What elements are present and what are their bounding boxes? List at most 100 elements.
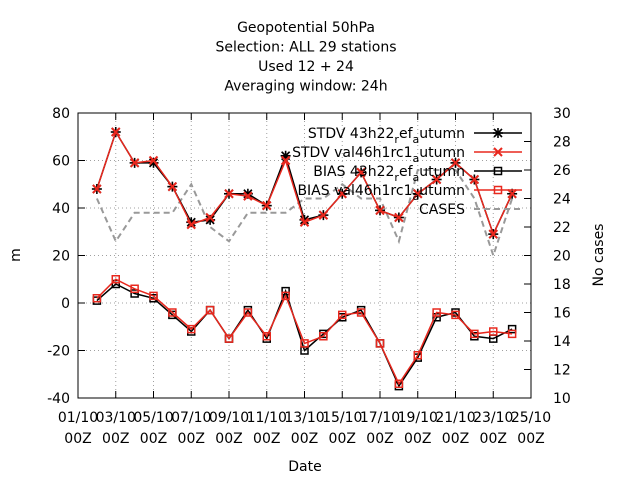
data-point-cross [262,200,272,211]
y-right-tick-label: 22 [553,220,571,236]
legend-text: BIAS val46h1rc1 [297,183,412,199]
legend-entry: STDV 43h22refautumn [308,126,522,146]
x-tick-label-time: 00Z [404,431,431,447]
data-point-cross [375,205,385,216]
legend-entry: CASES [419,202,522,218]
legend-subscript: a [413,152,420,165]
legend-entry: BIAS 43h22refautumn [313,164,522,184]
data-point-cross [488,229,498,239]
x-tick-label: 03/10 [96,410,136,426]
data-point-square [224,334,234,343]
legend-subscript: a [413,190,420,203]
cross-stroke [450,158,461,168]
x-tick-label: 11/10 [247,410,287,426]
x-axis-label: Date [288,459,321,475]
x-tick-label-time: 00Z [442,431,469,447]
data-point-square [111,279,120,289]
series-line [96,283,513,388]
data-point-square [507,324,517,334]
x-tick-label: 21/10 [435,410,475,426]
x-tick-label-time: 00Z [178,431,205,447]
data-point-square [130,289,139,298]
data-point-square [394,379,404,388]
cross-stroke [205,212,215,223]
data-point-square [262,332,271,341]
data-point-square [338,310,347,320]
cross-stroke [413,189,423,199]
cross-stroke [280,155,291,166]
data-point-square [432,308,441,317]
legend-subscript: a [413,171,420,184]
cross-stroke [507,189,517,199]
cross-stroke [262,200,272,211]
x-tick-label: 13/10 [284,410,324,426]
data-point-square [451,310,460,320]
data-point-cross [299,217,310,227]
data-point-square [470,329,479,339]
x-tick-label-time: 00Z [366,431,393,447]
y-left-tick-label: 80 [52,106,70,122]
data-point-square [281,291,290,301]
x-tick-label-time: 00Z [291,431,318,447]
chart-title-line: Geopotential 50hPa [237,20,375,36]
data-point-square [149,291,158,301]
x-tick-label: 09/10 [209,410,249,426]
y-left-tick-label: 0 [61,296,70,312]
data-point-cross [224,189,234,199]
legend-label: BIAS 43h22refautumn [313,164,465,184]
x-tick-label-time: 00Z [253,431,280,447]
data-point-cross [356,167,366,178]
y-left-tick-label: 60 [52,154,70,170]
data-point-square [300,339,309,348]
cross-stroke [148,155,159,166]
data-point-cross [243,191,253,201]
x-tick-label-time: 00Z [329,431,356,447]
data-point-cross [493,147,503,157]
data-point-cross [205,212,215,223]
series-line [95,169,514,259]
legend-text: utumn [419,145,465,161]
legend-text: utumn [419,126,465,142]
data-point-square [243,308,253,317]
data-point-square [319,332,328,341]
y-right-tick-label: 28 [553,135,571,151]
data-point-square [375,339,385,348]
data-point-cross [318,210,329,220]
series-line [96,278,513,386]
series-cases [95,169,514,259]
data-point-cross [394,212,404,223]
legend-label: STDV val46h1rc1autumn [292,145,465,165]
data-point-cross [280,155,291,166]
x-tick-label-time: 00Z [140,431,167,447]
x-tick-label: 01/10 [58,410,98,426]
data-point-square [489,327,498,336]
axis-ticks: 80 60 40 20 0 -20 -40 30 28 26 24 22 20 18 16 14 12 10 01/… [47,106,571,447]
cross-stroke [488,229,498,239]
legend-text: STDV val46h1rc1 [292,145,412,161]
x-tick-label: 17/10 [360,410,400,426]
series-group [91,127,518,391]
cross-stroke [111,127,121,137]
data-point-square [111,275,120,284]
cross-stroke [356,167,366,178]
legend-label: BIAS val46h1rc1autumn [297,183,465,203]
cross-stroke [186,219,196,230]
data-point-asterisk [493,128,503,138]
y-left-tick-label: -40 [47,391,70,407]
data-point-square [205,305,215,315]
cross-stroke [299,217,310,227]
data-point-square [356,308,366,317]
cross-stroke [337,189,347,199]
data-point-cross [507,189,517,199]
y-right-tick-label: 26 [553,163,571,179]
data-point-cross [413,189,423,199]
y-right-tick-label: 20 [553,249,571,265]
legend-text: CASES [419,202,465,218]
data-point-cross [186,219,196,230]
x-tick-label-time: 00Z [517,431,544,447]
x-tick-label: 15/10 [322,410,362,426]
legend-text: BIAS 43h22 [313,164,394,180]
cross-stroke [224,189,234,199]
